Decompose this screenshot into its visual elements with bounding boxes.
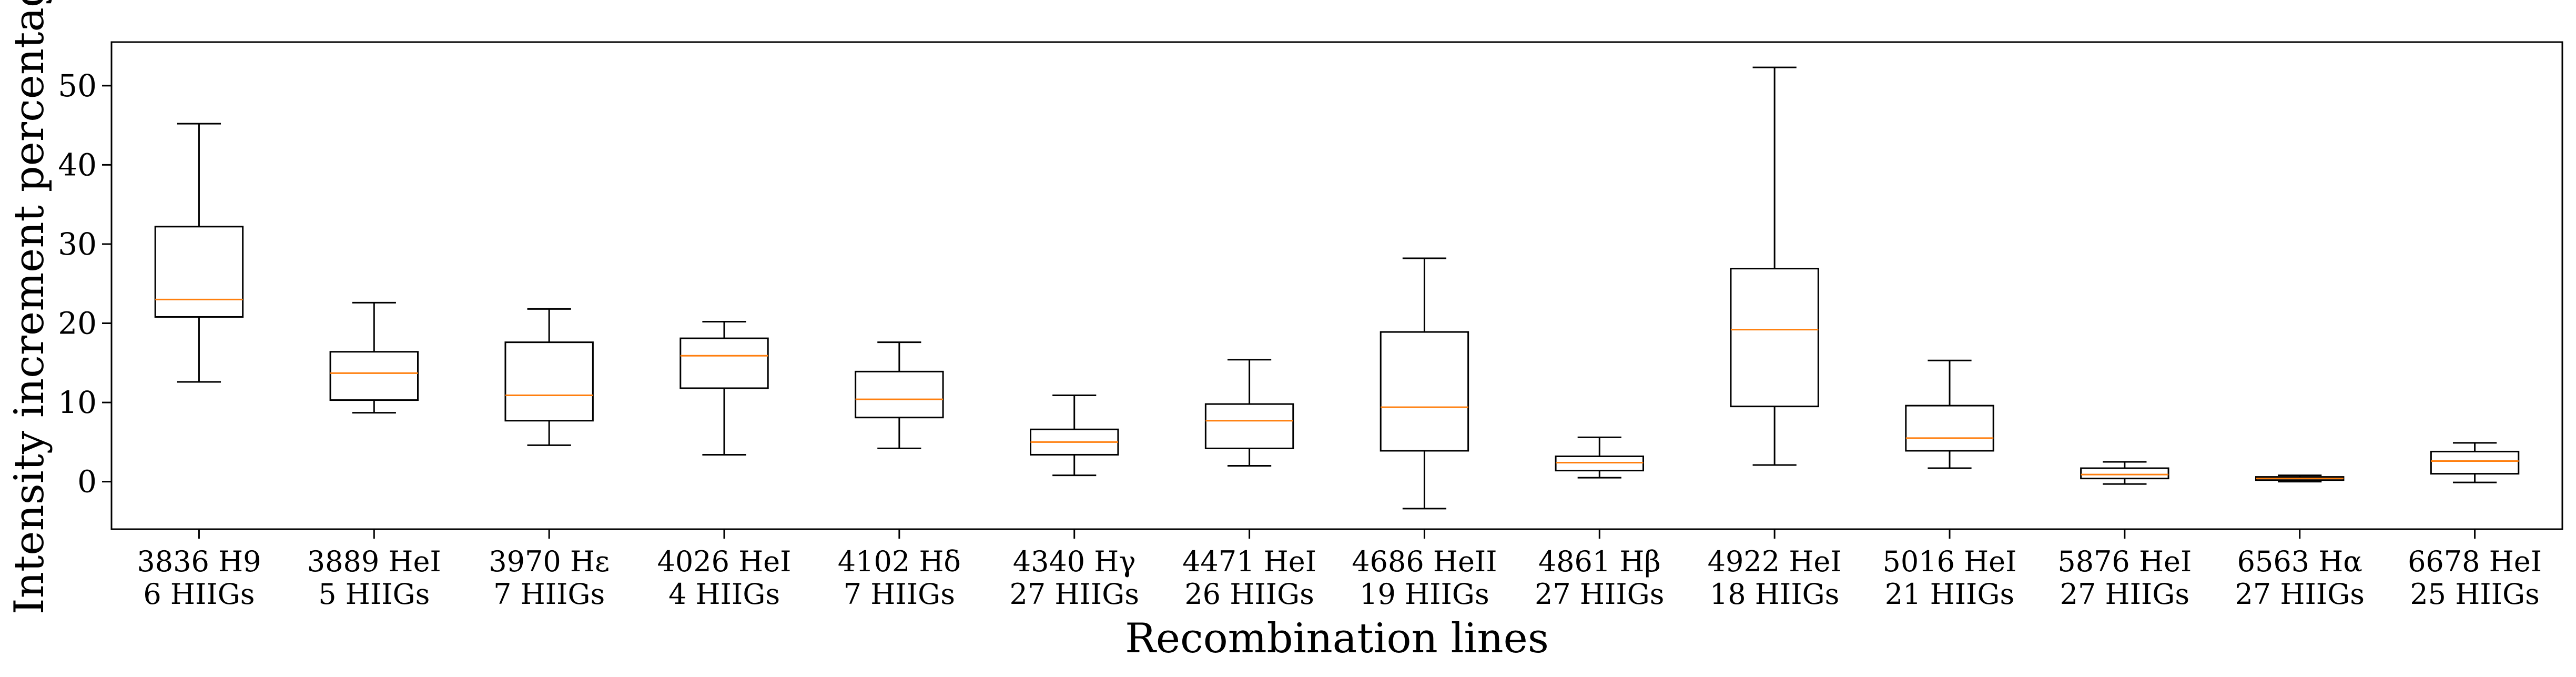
y-tick-label: 0 [77,464,97,500]
box-iqr [2080,467,2169,480]
y-axis: 0 10 20 30 40 50 [58,68,111,500]
box-iqr [2430,450,2520,475]
box-12 [2080,461,2169,485]
x-tick-label-count: 21 HIIGs [1885,578,2014,611]
x-tick-label-line: 4340 Hγ [1013,545,1136,578]
x-tick-label-line: 6678 HeI [2408,545,2542,578]
box-6 [1030,395,1119,477]
box-series [154,66,2520,510]
x-tick-label-line: 4471 HeI [1182,545,1316,578]
box-11 [1905,359,1994,469]
box-iqr [504,341,594,422]
y-tick-label: 10 [58,385,97,420]
y-tick-label: 50 [58,68,97,104]
box-3 [504,308,594,446]
x-tick-label-line: 3836 H9 [137,545,261,578]
x-tick-label-line: 4861 Hβ [1538,545,1661,578]
x-tick-label-line: 5016 HeI [1883,545,2017,578]
box-13 [2255,474,2345,483]
box-8 [1380,257,1469,510]
box-iqr [1555,455,1645,472]
x-tick-label-line: 4686 HeII [1352,545,1497,578]
y-tick-label: 40 [58,147,97,183]
x-tick-label-count: 27 HIIGs [2235,578,2364,611]
x-tick-label-count: 27 HIIGs [1535,578,1664,611]
x-tick-label-count: 27 HIIGs [1009,578,1139,611]
x-tick-label-line: 5876 HeI [2057,545,2192,578]
box-iqr [329,351,419,401]
x-tick-label-line: 4922 HeI [1708,545,1842,578]
box-iqr [1380,331,1469,452]
x-tick-label-count: 7 HIIGs [844,578,955,611]
x-tick-label-line: 6563 Hα [2237,545,2362,578]
plot-area [110,41,2563,530]
box-iqr [680,337,769,389]
x-tick-label-count: 26 HIIGs [1184,578,1314,611]
box-2 [329,301,419,414]
box-5 [855,341,944,449]
y-axis-label: Intensity increment percentage [6,0,53,614]
x-axis-label: Recombination lines [1125,615,1549,662]
x-tick-label-count: 4 HIIGs [668,578,780,611]
box-14 [2430,442,2520,483]
y-tick-label: 20 [58,306,97,341]
x-tick-label-count: 5 HIIGs [318,578,430,611]
x-tick-label-count: 18 HIIGs [1710,578,1839,611]
box-10 [1730,66,1819,466]
box-1 [154,123,244,383]
x-tick-label-count: 6 HIIGs [143,578,255,611]
x-tick-label-line: 4026 HeI [657,545,792,578]
x-tick-label-count: 25 HIIGs [2410,578,2539,611]
y-tick-label: 30 [58,226,97,262]
box-iqr [1204,403,1294,449]
x-tick-label-count: 19 HIIGs [1360,578,1489,611]
x-tick-label-line: 4102 Hδ [838,545,961,578]
box-4 [680,321,769,456]
x-tick-label-count: 7 HIIGs [493,578,605,611]
box-9 [1555,436,1645,479]
x-tick-label-line: 3889 HeI [307,545,441,578]
x-tick-label-count: 27 HIIGs [2060,578,2189,611]
box-iqr [1905,405,1994,452]
box-7 [1204,359,1294,467]
x-tick-label-line: 3970 Hε [489,545,610,578]
box-iqr [154,226,244,318]
box-iqr [855,370,944,419]
box-iqr [1730,268,1819,408]
